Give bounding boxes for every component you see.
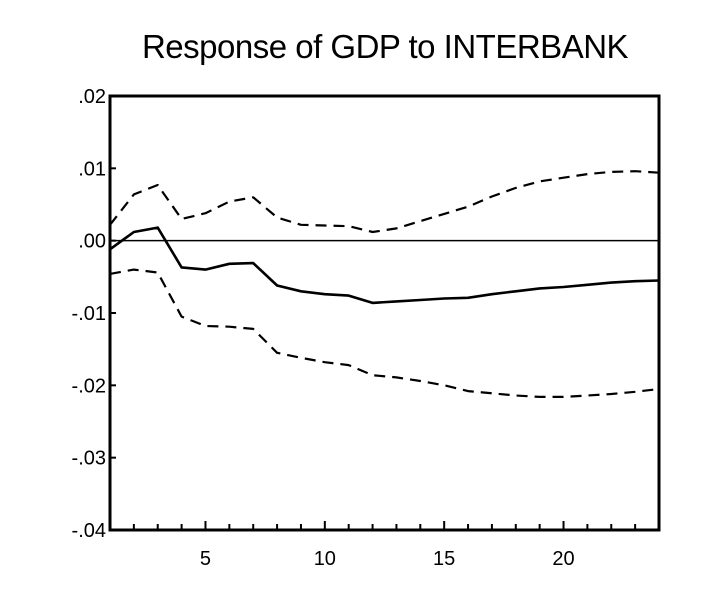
y-tick-label: -.01	[72, 303, 106, 325]
x-tick-label: 5	[200, 548, 211, 570]
x-tick-label: 20	[552, 548, 574, 570]
plot-area: .02 .01 .00 -.01 -.02 -.03 -.04 5 10 15 20	[72, 86, 661, 570]
y-tick-label: .00	[78, 231, 106, 253]
y-tick-label: -.04	[72, 520, 106, 542]
x-tick-label: 15	[433, 548, 455, 570]
y-tick-label: -.02	[72, 375, 106, 397]
lower-band-line	[109, 268, 660, 398]
x-tick-label: 10	[314, 548, 336, 570]
y-tick-label: -.03	[72, 448, 106, 470]
y-tick-label: .02	[78, 86, 106, 108]
response-line	[109, 226, 660, 305]
plot-frame	[108, 94, 661, 532]
y-tick-label: .01	[78, 158, 106, 180]
chart-title: Response of GDP to INTERBANK	[142, 28, 629, 65]
upper-band-line	[109, 170, 660, 234]
